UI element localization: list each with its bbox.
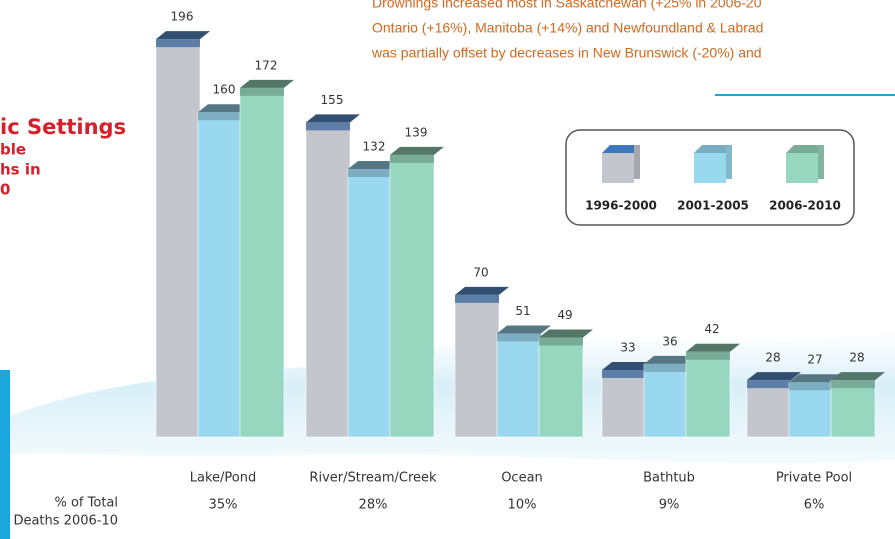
- value-label: 28: [765, 351, 780, 365]
- bar-top: [747, 380, 791, 389]
- value-label: 33: [620, 341, 635, 355]
- bar-top-face: [644, 355, 698, 364]
- share-title: % of Total: [54, 496, 118, 511]
- bar: [830, 379, 876, 438]
- value-label: 36: [662, 334, 677, 348]
- legend-swatch: [694, 153, 726, 183]
- value-label: 132: [363, 140, 386, 154]
- legend-label: 2001-2005: [677, 199, 749, 213]
- legend-label: 2006-2010: [769, 199, 841, 213]
- value-label: 51: [515, 304, 530, 318]
- value-label: 27: [807, 353, 822, 367]
- bar-top: [455, 294, 499, 303]
- value-label: 28: [849, 351, 864, 365]
- x-tick-label: Ocean: [501, 471, 543, 486]
- share-label: 28%: [359, 498, 388, 513]
- bar-top-face: [240, 79, 294, 88]
- bar: [643, 363, 689, 438]
- bar-top-face: [747, 372, 801, 381]
- bar-top-face: [539, 329, 593, 338]
- bar-top-face: [831, 372, 885, 381]
- bar-top: [240, 87, 284, 96]
- bar: [197, 111, 243, 438]
- bar-top-face: [198, 104, 252, 113]
- intro-line: was partially offset by decreases in New…: [371, 45, 762, 61]
- value-label: 196: [171, 10, 194, 24]
- x-tick-label: Bathtub: [643, 471, 695, 486]
- value-label: 160: [213, 83, 236, 97]
- legend-swatch-top: [694, 145, 732, 153]
- bar-top-face: [306, 114, 360, 123]
- legend-swatch-side: [726, 145, 732, 179]
- share-label: 6%: [804, 498, 825, 513]
- x-tick-label: Private Pool: [776, 471, 852, 486]
- side-subtitle: ble: [0, 141, 26, 159]
- x-tick-label: River/Stream/Creek: [309, 471, 437, 486]
- intro-line: Ontario (+16%), Manitoba (+14%) and Newf…: [372, 20, 763, 36]
- bar-top: [306, 122, 350, 131]
- legend-swatch: [786, 153, 818, 183]
- value-label: 42: [704, 322, 719, 336]
- bar: [601, 369, 647, 438]
- bar: [239, 87, 285, 438]
- bar-top: [156, 39, 200, 48]
- bar-top-face: [686, 343, 740, 352]
- share-label: 35%: [209, 498, 238, 513]
- legend-swatch-side: [818, 145, 824, 179]
- bar-top: [602, 370, 646, 379]
- share-title: Deaths 2006-10: [13, 514, 118, 529]
- bar-top: [390, 154, 434, 163]
- value-label: 49: [557, 308, 572, 322]
- bar-top-face: [348, 161, 402, 170]
- bar-top: [831, 380, 875, 389]
- value-label: 70: [473, 265, 488, 279]
- bar-top: [198, 112, 242, 121]
- bar: [305, 122, 351, 438]
- bar-top: [497, 333, 541, 342]
- legend-swatch-top: [786, 145, 824, 153]
- bar-top-face: [602, 362, 656, 371]
- legend-swatch-top: [602, 145, 640, 153]
- side-strip: [0, 370, 10, 539]
- legend-label: 1996-2000: [585, 199, 657, 213]
- bar-top-face: [497, 325, 551, 334]
- share-label: 9%: [659, 498, 680, 513]
- share-label: 10%: [508, 498, 537, 513]
- bar: [389, 154, 435, 438]
- bar-top-face: [390, 146, 444, 155]
- bar-top-face: [789, 374, 843, 383]
- bar: [454, 294, 500, 438]
- side-subtitle: hs in: [0, 161, 41, 179]
- legend-swatch-side: [634, 145, 640, 179]
- bar: [155, 38, 201, 438]
- value-label: 139: [405, 125, 428, 139]
- x-tick-label: Lake/Pond: [190, 471, 256, 486]
- bar: [788, 381, 834, 438]
- bar: [347, 168, 393, 438]
- bar: [496, 333, 542, 438]
- bar-top: [348, 169, 392, 178]
- bar-top: [686, 351, 730, 360]
- bar: [746, 379, 792, 438]
- bar-top: [789, 382, 833, 391]
- legend-swatch: [602, 153, 634, 183]
- bar: [538, 337, 584, 438]
- bar-top: [539, 337, 583, 346]
- bar-top-face: [156, 31, 210, 40]
- intro-line: Drownings increased most in Saskatchewan…: [372, 0, 762, 11]
- value-label: 155: [321, 93, 344, 107]
- bar-top: [644, 363, 688, 372]
- side-title: ic Settings: [0, 115, 126, 139]
- value-label: 172: [255, 58, 278, 72]
- bar-top-face: [455, 286, 509, 295]
- side-subtitle: 0: [0, 181, 10, 199]
- bar: [685, 351, 731, 438]
